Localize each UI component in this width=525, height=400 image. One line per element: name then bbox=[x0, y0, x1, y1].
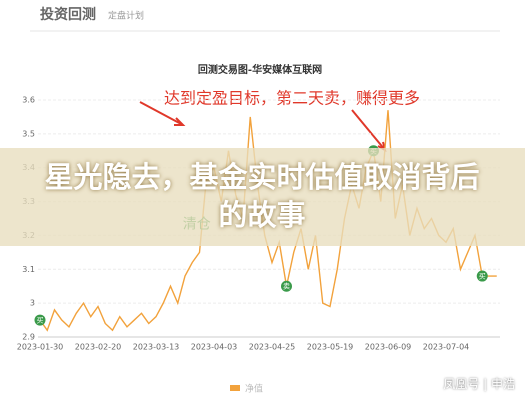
y-tick-label: 3.1 bbox=[22, 265, 35, 274]
watermark: 凤凰号 | 申浩 bbox=[443, 377, 515, 391]
trade-marker bbox=[281, 280, 292, 292]
x-tick-label: 2023-05-19 bbox=[307, 343, 354, 352]
x-tick-label: 2023-04-03 bbox=[191, 343, 238, 352]
headline: 星光隐去，基金实时估值取消背后的故事 bbox=[44, 160, 480, 232]
y-tick-label: 3.5 bbox=[22, 129, 35, 138]
x-tick-label: 2023-07-04 bbox=[423, 343, 470, 352]
annotation: 达到定盈目标，第二天卖，赚得更多 bbox=[164, 89, 420, 108]
trade-marker-label: 买 bbox=[479, 273, 486, 281]
trade-marker-label: 买 bbox=[37, 317, 44, 325]
chart-title: 回测交易图-华安媒体互联网 bbox=[198, 63, 322, 76]
legend-label: 净值 bbox=[245, 383, 263, 395]
x-tick-label: 2023-03-13 bbox=[133, 343, 180, 352]
banner bbox=[0, 148, 525, 246]
x-tick-label: 2023-02-20 bbox=[75, 343, 122, 352]
header-subtitle: 定盘计划 bbox=[108, 10, 144, 22]
x-tick-label: 2023-04-25 bbox=[249, 343, 296, 352]
y-tick-label: 2.9 bbox=[22, 333, 35, 342]
y-tick-label: 3 bbox=[30, 299, 35, 308]
legend-swatch bbox=[230, 385, 240, 391]
x-tick-label: 2023-01-30 bbox=[17, 343, 64, 352]
y-tick-label: 3.6 bbox=[22, 96, 35, 105]
trade-marker bbox=[34, 314, 46, 326]
arrow bbox=[139, 101, 387, 153]
trade-marker-label: 卖 bbox=[283, 283, 290, 291]
trade-marker bbox=[476, 270, 488, 282]
header-title: 投资回测 bbox=[40, 6, 96, 23]
x-tick-label: 2023-06-09 bbox=[365, 343, 412, 352]
